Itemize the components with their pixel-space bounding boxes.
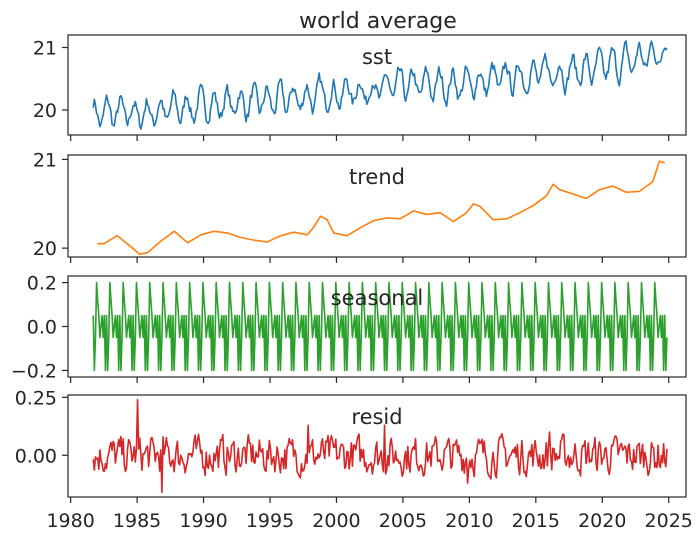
sst-axes-frame <box>67 34 687 136</box>
resid-axes-frame <box>67 394 687 498</box>
sst-series-line <box>92 40 668 130</box>
trend-axes-frame <box>67 154 687 258</box>
panel-seasonal: 0.2 0.0 −0.2 seasonal <box>11 273 687 383</box>
xtick-label: 1980 <box>46 510 94 532</box>
trend-ytick-label: 20 <box>33 238 57 260</box>
panel-trend: 20 21 trend <box>33 149 687 263</box>
trend-ytick-label: 21 <box>33 149 57 171</box>
trend-panel-label: trend <box>349 165 405 189</box>
sst-ytick-label: 20 <box>33 100 57 122</box>
xtick-label: 2020 <box>578 510 626 532</box>
xtick-label: 1985 <box>113 510 161 532</box>
sst-ytick-label: 21 <box>33 38 57 60</box>
xtick-label: 2010 <box>445 510 493 532</box>
sst-panel-label: sst <box>362 45 392 69</box>
trend-series-line <box>97 160 665 256</box>
resid-ytick-label: 0.25 <box>15 387 57 409</box>
xtick-label: 2015 <box>512 510 560 532</box>
xtick-label: 1995 <box>246 510 294 532</box>
panel-sst: 20 21 sst <box>33 34 687 141</box>
resid-ytick-label: 0.00 <box>15 445 57 467</box>
seasonal-ytick-label: −0.2 <box>11 360 57 382</box>
resid-series-line <box>92 398 668 494</box>
figure-title: world average <box>299 9 457 34</box>
xtick-label: 2005 <box>379 510 427 532</box>
seasonal-series-line <box>92 281 668 372</box>
resid-panel-label: resid <box>351 405 402 429</box>
xtick-label: 2000 <box>312 510 360 532</box>
panel-resid: 0.25 0.00 resid 1980 1985 1990 1995 2000 2005 201… <box>15 387 693 532</box>
seasonal-ytick-label: 0.2 <box>27 273 57 295</box>
seasonal-panel-label: seasonal <box>331 286 424 310</box>
xtick-label: 2025 <box>645 510 693 532</box>
xtick-label: 1990 <box>179 510 227 532</box>
seasonal-ytick-label: 0.0 <box>27 317 57 339</box>
